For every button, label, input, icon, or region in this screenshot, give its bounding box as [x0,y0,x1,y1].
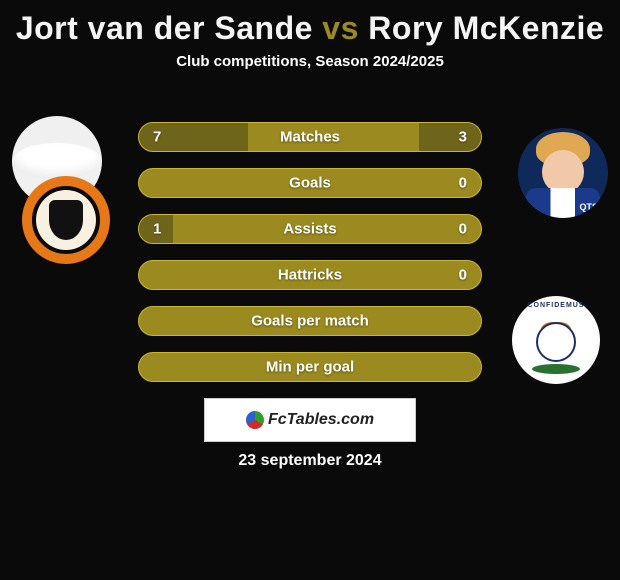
stat-label: Matches [280,129,340,146]
fctables-logo-icon [246,411,264,429]
source-text: FcTables.com [268,411,374,429]
stat-bar-row: Min per goal [138,352,482,382]
stat-bars: 7 3 Matches 0 Goals 1 0 Assists 0 Hattricks Goals … [138,122,482,398]
stat-label: Assists [283,221,336,238]
player1-name: Jort van der Sande [16,10,313,46]
jersey-sponsor: QTS [579,202,598,212]
stat-value-left: 1 [153,221,161,238]
stat-bar-row: Goals per match [138,306,482,336]
club-badge-left [22,176,110,264]
stat-value-right: 3 [459,129,467,146]
stat-label: Min per goal [266,359,354,376]
player2-avatar: QTS [518,128,608,218]
stat-value-right: 0 [459,221,467,238]
stat-bar-row: 7 3 Matches [138,122,482,152]
source-attribution: FcTables.com [204,398,416,442]
stat-label: Goals [289,175,331,192]
player2-name: Rory McKenzie [368,10,604,46]
stat-bar-row: 1 0 Assists [138,214,482,244]
stat-value-right: 0 [459,175,467,192]
stat-label: Hattricks [278,267,342,284]
stat-value-right: 0 [459,267,467,284]
stat-bar-fill-right [419,123,481,151]
vs-text: vs [322,10,359,46]
subtitle: Club competitions, Season 2024/2025 [0,53,620,88]
stat-bar-row: 0 Goals [138,168,482,198]
badge-right-motto: CONFIDEMUS [527,302,584,309]
comparison-title: Jort van der Sande vs Rory McKenzie [0,0,620,53]
date-label: 23 september 2024 [238,452,381,470]
stat-value-left: 7 [153,129,161,146]
stat-label: Goals per match [251,313,369,330]
stat-bar-row: 0 Hattricks [138,260,482,290]
club-badge-right: CONFIDEMUS [512,296,600,384]
